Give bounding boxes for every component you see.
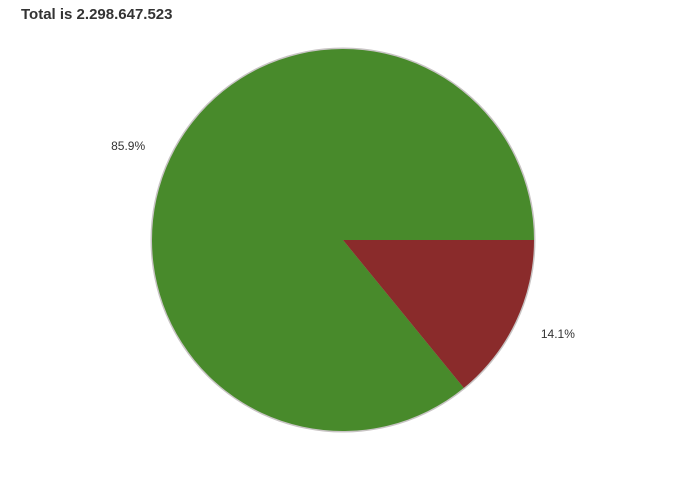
pie-slice-label-2: 14.1% [541, 327, 575, 341]
pie-slice-1[interactable] [152, 48, 534, 431]
pie-slices [150, 47, 536, 433]
pie-slice-label-1: 85.9% [111, 139, 145, 153]
chart-title: Total is 2.298.647.523 [21, 6, 173, 23]
pie-labels: 85.9% 14.1% [111, 139, 575, 341]
pie-slice-2[interactable] [343, 240, 534, 388]
